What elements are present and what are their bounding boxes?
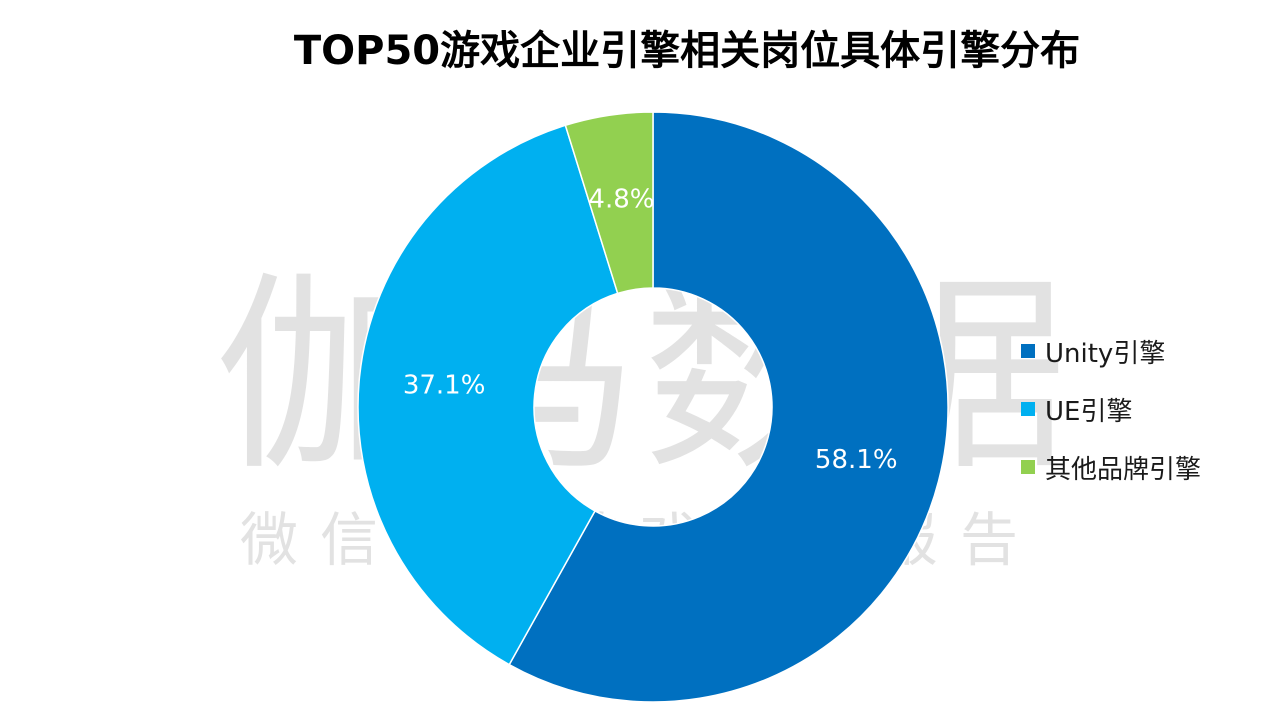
legend-label-unity: Unity引擎 bbox=[1045, 338, 1166, 369]
slice-other bbox=[564, 111, 654, 295]
legend-swatch-ue bbox=[1021, 402, 1035, 416]
data-label-other: 4.8% bbox=[588, 184, 654, 214]
legend-swatch-other bbox=[1021, 460, 1035, 474]
legend-item-other: 其他品牌引擎 bbox=[1021, 438, 1201, 496]
slice-ue bbox=[357, 124, 619, 666]
data-label-unity: 58.1% bbox=[815, 445, 898, 475]
data-label-ue: 37.1% bbox=[403, 370, 486, 400]
legend-label-other: 其他品牌引擎 bbox=[1045, 454, 1202, 485]
chart-title: TOP50游戏企业引擎相关岗位具体引擎分布 bbox=[293, 28, 1081, 74]
legend-item-unity: Unity引擎 bbox=[1021, 322, 1201, 380]
legend-label-ue: UE引擎 bbox=[1045, 396, 1133, 427]
legend-swatch-unity bbox=[1021, 344, 1035, 358]
slice-unity bbox=[508, 111, 949, 703]
chart-legend: Unity引擎 UE引擎 其他品牌引擎 bbox=[1021, 322, 1201, 496]
legend-item-ue: UE引擎 bbox=[1021, 380, 1201, 438]
